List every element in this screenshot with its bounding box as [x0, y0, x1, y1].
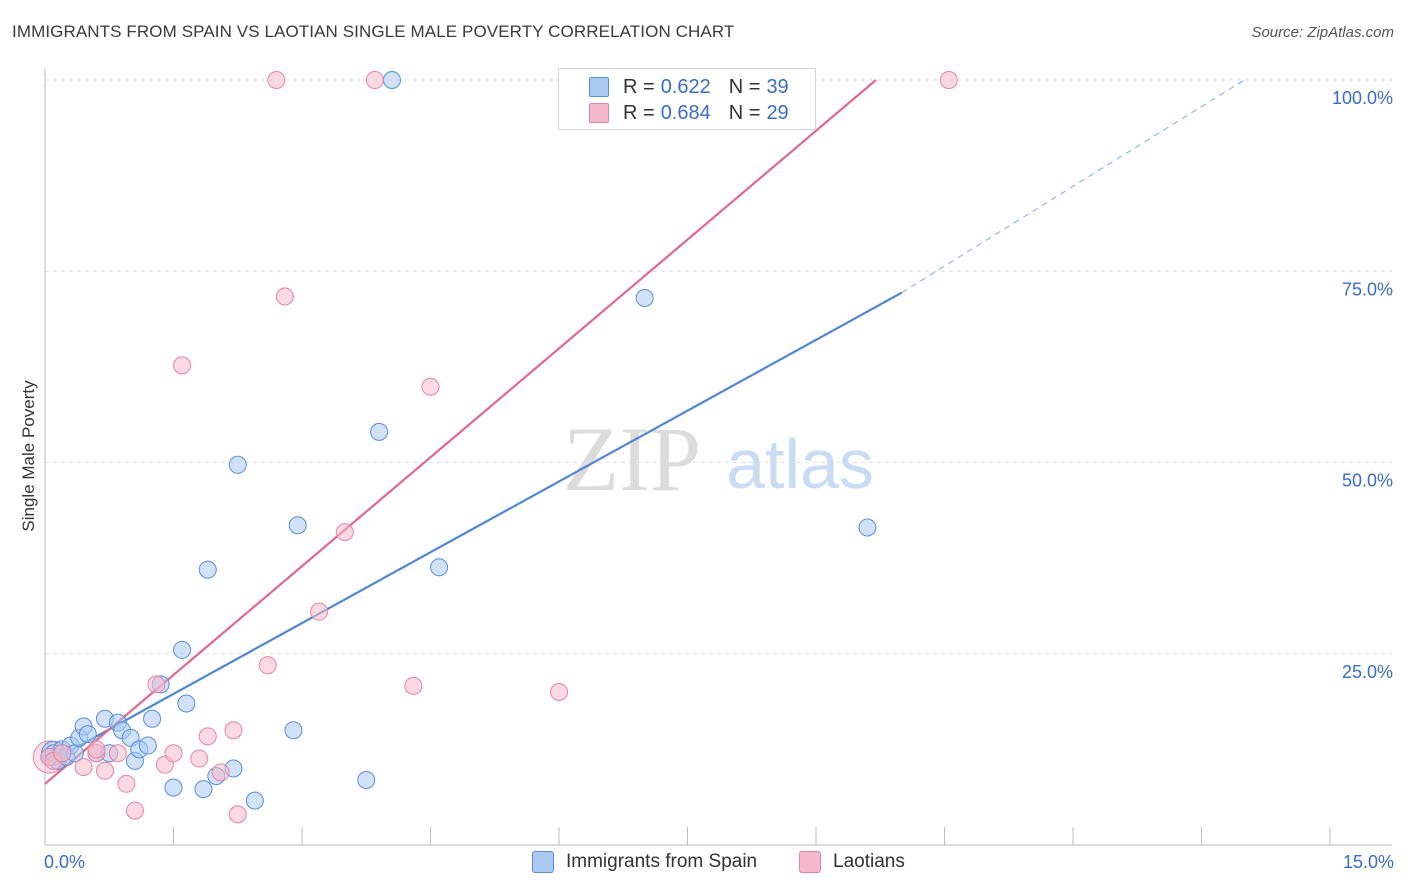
point-spain	[430, 558, 449, 577]
point-laotians	[365, 71, 384, 89]
point-spain	[138, 736, 157, 755]
point-laotians	[404, 676, 423, 695]
chart-title: IMMIGRANTS FROM SPAIN VS LAOTIAN SINGLE …	[12, 22, 735, 41]
y-tick-labels: 25.0% 50.0% 75.0% 100.0%	[1332, 88, 1393, 682]
point-laotians	[421, 377, 440, 396]
point-laotians	[53, 744, 72, 763]
correlation-legend: R = 0.622 N = 39 R = 0.684 N = 29	[558, 68, 816, 130]
point-spain	[198, 560, 217, 579]
point-laotians	[275, 287, 294, 306]
point-spain	[288, 516, 307, 535]
point-spain	[357, 770, 376, 789]
trend-lines	[44, 79, 1245, 785]
point-laotians	[550, 683, 568, 701]
point-laotians	[211, 763, 230, 782]
series-label-laotians: Laotians	[833, 851, 905, 872]
source-credit: Source: ZipAtlas.com	[1251, 24, 1394, 41]
point-spain	[177, 694, 196, 713]
y-tick-label: 75.0%	[1342, 279, 1393, 299]
point-spain	[194, 780, 213, 799]
legend-n-label: N =	[728, 101, 761, 124]
point-laotians	[939, 71, 958, 89]
point-laotians	[95, 761, 114, 780]
point-spain	[858, 518, 877, 537]
legend-swatch-spain	[589, 77, 609, 97]
legend-r-value: 0.684	[660, 101, 711, 124]
y-tick-label: 100.0%	[1332, 88, 1393, 108]
point-spain	[78, 725, 97, 744]
point-spain	[284, 721, 303, 740]
watermark-atlas: atlas	[726, 425, 874, 503]
series-label-spain: Immigrants from Spain	[566, 851, 758, 872]
point-spain	[382, 71, 401, 89]
watermark-zip: ZIP	[563, 408, 701, 510]
legend-r-value: 0.622	[660, 75, 711, 98]
point-laotians	[335, 523, 354, 542]
point-laotians	[125, 801, 144, 820]
point-laotians	[117, 774, 136, 793]
point-laotians	[173, 356, 192, 375]
series-legend-spain[interactable]: Immigrants from Spain	[532, 851, 757, 873]
legend-row-spain: R = 0.622 N = 39	[559, 73, 789, 101]
point-laotians	[164, 744, 183, 763]
legend-r-label: R =	[623, 75, 655, 98]
series-swatch-spain	[532, 851, 554, 873]
point-spain	[370, 422, 389, 441]
trend-line-laotians	[44, 79, 877, 785]
watermark: ZIP atlas	[563, 408, 874, 510]
point-laotians	[198, 727, 217, 746]
y-tick-label: 25.0%	[1342, 662, 1393, 682]
point-spain	[635, 289, 654, 308]
legend-swatch-laotians	[589, 103, 609, 123]
trend-line-spain	[44, 291, 903, 766]
point-laotians	[258, 656, 277, 675]
point-laotians	[87, 740, 106, 759]
point-laotians	[147, 675, 166, 694]
point-laotians	[224, 721, 243, 740]
series-legend-laotians[interactable]: Laotians	[799, 851, 905, 873]
point-spain	[143, 709, 162, 728]
data-points	[32, 71, 958, 824]
legend-r-label: R =	[623, 101, 655, 124]
point-laotians	[267, 71, 286, 89]
point-spain	[173, 640, 192, 659]
legend-n-label: N =	[728, 75, 761, 98]
point-laotians	[74, 757, 93, 776]
point-laotians	[190, 749, 209, 768]
point-spain	[164, 778, 183, 797]
legend-row-laotians: R = 0.684 N = 29	[559, 99, 789, 127]
point-laotians	[228, 805, 247, 824]
series-swatch-laotians	[799, 851, 821, 873]
point-spain	[228, 455, 247, 474]
point-spain	[245, 791, 264, 810]
series-legend: Immigrants from Spain Laotians	[0, 851, 1406, 879]
trend-extension-spain	[901, 79, 1245, 294]
gridlines	[45, 79, 1392, 655]
point-laotians	[108, 744, 127, 763]
legend-n-value: 39	[766, 75, 789, 98]
x-tick-label-max: 15.0%	[1342, 852, 1394, 872]
x-tick-label-min: 0.0%	[44, 852, 86, 872]
legend-n-value: 29	[766, 101, 789, 124]
y-tick-label: 50.0%	[1342, 471, 1393, 491]
axes	[44, 68, 1392, 846]
point-laotians	[310, 602, 329, 621]
